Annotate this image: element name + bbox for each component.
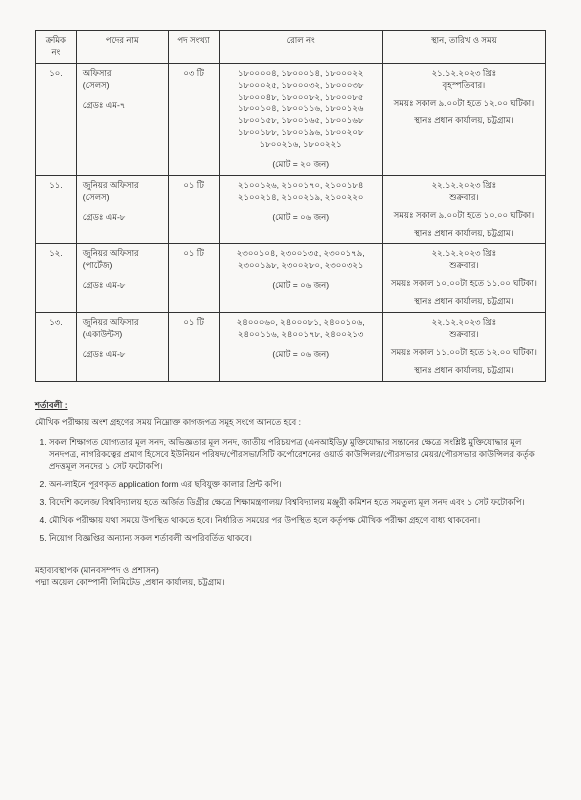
cell-roll: ২৪০০০৬০, ২৪০০০৮১, ২৪০০১০৬,২৪০০১১৬, ২৪০০১…	[219, 313, 382, 382]
post-line: গ্রেডঃ এম-৭	[83, 100, 162, 112]
conditions-title: শর্তাবলী :	[35, 400, 546, 412]
cell-venue: ২২.১২.২০২৩ খ্রিঃশুক্রবার। সময়ঃ সকাল ১০.০…	[382, 244, 545, 313]
table-header-row: ক্রমিক নং পদের নাম পদ সংখ্যা রোল নং স্থা…	[36, 31, 546, 64]
condition-item: নিয়োগ বিজ্ঞপ্তির অন্যান্য সকল শর্তাবলী …	[49, 533, 546, 545]
cell-post: অফিসার(সেলস) গ্রেডঃ এম-৭	[76, 63, 168, 175]
post-line: (পার্টেজ)	[83, 260, 162, 272]
roll-line: ১৮০০০০৪, ১৮০০০১৪, ১৮০০০২২	[226, 68, 376, 80]
venue-time: সময়ঃ সকাল ৯.০০টা হতে ১২.০০ ঘটিকা।	[389, 98, 539, 110]
roll-total: (মোট = ০৬ জন)	[226, 280, 376, 292]
roll-line: ১৮০০১০৪, ১৮০০১১৬, ১৮০০১২৬	[226, 103, 376, 115]
cell-venue: ২১.১২.২০২৩ খ্রিঃবৃহস্পতিবার। সময়ঃ সকাল ৯…	[382, 63, 545, 175]
roll-line: ১৮০০২১৬, ১৮০০২২১	[226, 139, 376, 151]
roll-line: ২৪০০১১৬, ২৪০০১৭৮, ২৪০০২১৩	[226, 329, 376, 341]
cell-count: ০১ টি	[168, 313, 219, 382]
conditions-intro: মৌখিক পরীক্ষায় অংশ গ্রহণের সময় নিম্নোক…	[35, 417, 546, 429]
roll-line: ২১০০২১৪, ২১০০২১৯, ২১০০২২০	[226, 192, 376, 204]
signature-block: মহাব্যবস্থাপক (মানবসম্পদ ও প্রশাসন) পদ্ম…	[35, 565, 546, 589]
cell-venue: ২২.১২.২০২৩ খ্রিঃশুক্রবার। সময়ঃ সকাল ১১.০…	[382, 313, 545, 382]
cell-serial: ১২.	[36, 244, 77, 313]
roll-total: (মোট = ০৬ জন)	[226, 212, 376, 224]
venue-time: সময়ঃ সকাল ৯.০০টা হতে ১০.০০ ঘটিকা।	[389, 210, 539, 222]
venue-place: স্থানঃ প্রধান কার্যালয়, চট্টগ্রাম।	[389, 296, 539, 308]
post-line: জুনিয়র অফিসার	[83, 180, 162, 192]
conditions-list: সকল শিক্ষাগত যোগ্যতার মূল সনদ, অভিজ্ঞতার…	[35, 437, 546, 544]
post-line: জুনিয়র অফিসার	[83, 248, 162, 260]
venue-date: ২১.১২.২০২৩ খ্রিঃবৃহস্পতিবার।	[389, 68, 539, 92]
condition-item: সকল শিক্ষাগত যোগ্যতার মূল সনদ, অভিজ্ঞতার…	[49, 437, 546, 473]
cell-serial: ১৩.	[36, 313, 77, 382]
roll-line: ১৮০০০৪৮, ১৮০০০৮২, ১৮০০০৮৫	[226, 92, 376, 104]
venue-time: সময়ঃ সকাল ১০.০০টা হতে ১১.০০ ঘটিকা।	[389, 278, 539, 290]
roll-line: ২৩০০১৯৮, ২৩০০২৮০, ২৩০০৩২১	[226, 260, 376, 272]
roll-line: ১৮০০০২৫, ১৮০০০৩২, ১৮০০০৩৮	[226, 80, 376, 92]
venue-time: সময়ঃ সকাল ১১.০০টা হতে ১২.০০ ঘটিকা।	[389, 347, 539, 359]
venue-place: স্থানঃ প্রধান কার্যালয়, চট্টগ্রাম।	[389, 228, 539, 240]
cell-count: ০৩ টি	[168, 63, 219, 175]
cell-serial: ১১.	[36, 175, 77, 244]
post-line: (সেলস)	[83, 192, 162, 204]
post-line: গ্রেডঃ এম-৮	[83, 212, 162, 224]
cell-serial: ১০.	[36, 63, 77, 175]
cell-post: জুনিয়র অফিসার(সেলস) গ্রেডঃ এম-৮	[76, 175, 168, 244]
header-roll: রোল নং	[219, 31, 382, 64]
cell-roll: ১৮০০০০৪, ১৮০০০১৪, ১৮০০০২২১৮০০০২৫, ১৮০০০৩…	[219, 63, 382, 175]
roll-line: ২৪০০০৬০, ২৪০০০৮১, ২৪০০১০৬,	[226, 317, 376, 329]
roll-line: ১৮০০১৫৮, ১৮০০১৬৫, ১৮০০১৬৮	[226, 115, 376, 127]
roll-total: (মোট = ২০ জন)	[226, 159, 376, 171]
cell-count: ০১ টি	[168, 175, 219, 244]
post-line: গ্রেডঃ এম-৮	[83, 280, 162, 292]
roll-line: ১৮০০১৮৮, ১৮০০১৯৬, ১৮০০২০৮	[226, 127, 376, 139]
cell-count: ০১ টি	[168, 244, 219, 313]
header-count: পদ সংখ্যা	[168, 31, 219, 64]
header-venue: স্থান, তারিখ ও সময়	[382, 31, 545, 64]
cell-roll: ২৩০০১০৪, ২৩০০১৩৫, ২৩০০১৭৯,২৩০০১৯৮, ২৩০০২…	[219, 244, 382, 313]
header-serial: ক্রমিক নং	[36, 31, 77, 64]
table-row: ১২. জুনিয়র অফিসার(পার্টেজ) গ্রেডঃ এম-৮ ০১ …	[36, 244, 546, 313]
header-post: পদের নাম	[76, 31, 168, 64]
venue-place: স্থানঃ প্রধান কার্যালয়, চট্টগ্রাম।	[389, 365, 539, 377]
cell-venue: ২২.১২.২০২৩ খ্রিঃশুক্রবার। সময়ঃ সকাল ৯.০০…	[382, 175, 545, 244]
roll-line: ২১০০১২৬, ২১০০১৭০, ২১০০১৮৪	[226, 180, 376, 192]
post-line: গ্রেডঃ এম-৮	[83, 349, 162, 361]
condition-item: অন-লাইনে পূরণকৃত application form এর ছবি…	[49, 479, 546, 491]
venue-date: ২২.১২.২০২৩ খ্রিঃশুক্রবার।	[389, 180, 539, 204]
schedule-table: ক্রমিক নং পদের নাম পদ সংখ্যা রোল নং স্থা…	[35, 30, 546, 382]
signature-line2: পদ্মা অয়েল কোম্পানী লিমিটেড ,প্রধান কার…	[35, 577, 546, 589]
venue-place: স্থানঃ প্রধান কার্যালয়, চট্টগ্রাম।	[389, 115, 539, 127]
table-row: ১১.জুনিয়র অফিসার(সেলস)গ্রেডঃ এম-৮০১ টি২…	[36, 175, 546, 244]
post-line: অফিসার	[83, 68, 162, 80]
venue-date: ২২.১২.২০২৩ খ্রিঃশুক্রবার।	[389, 248, 539, 272]
cell-roll: ২১০০১২৬, ২১০০১৭০, ২১০০১৮৪২১০০২১৪, ২১০০২১…	[219, 175, 382, 244]
post-line: (সেলস)	[83, 80, 162, 92]
post-line: (একাউন্টস)	[83, 329, 162, 341]
condition-item: বিদেশি কলেজ/ বিশ্ববিদ্যালয় হতে অর্জিত ড…	[49, 497, 546, 509]
roll-line: ২৩০০১০৪, ২৩০০১৩৫, ২৩০০১৭৯,	[226, 248, 376, 260]
table-row: ১০.অফিসার(সেলস)গ্রেডঃ এম-৭০৩ টি১৮০০০০৪, …	[36, 63, 546, 175]
venue-date: ২২.১২.২০২৩ খ্রিঃশুক্রবার।	[389, 317, 539, 341]
condition-item: মৌখিক পরীক্ষায় যথা সময়ে উপস্থিত থাকতে …	[49, 515, 546, 527]
roll-total: (মোট = ০৬ জন)	[226, 349, 376, 361]
cell-post: জুনিয়র অফিসার(পার্টেজ) গ্রেডঃ এম-৮	[76, 244, 168, 313]
cell-post: জুনিয়র অফিসার(একাউন্টস) গ্রেডঃ এম-৮	[76, 313, 168, 382]
post-line: জুনিয়র অফিসার	[83, 317, 162, 329]
table-row: ১৩. জুনিয়র অফিসার(একাউন্টস) গ্রেডঃ এম-৮ ০১…	[36, 313, 546, 382]
signature-line1: মহাব্যবস্থাপক (মানবসম্পদ ও প্রশাসন)	[35, 565, 546, 577]
